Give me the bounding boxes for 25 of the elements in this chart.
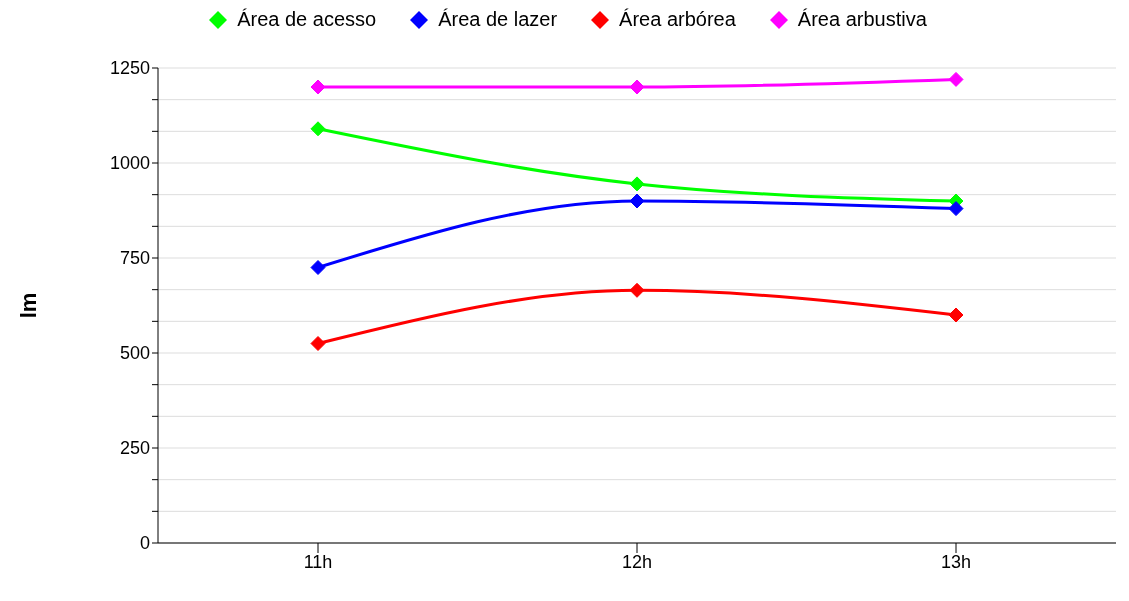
point	[310, 79, 326, 95]
point	[310, 336, 326, 351]
x-tick-label: 12h	[621, 551, 653, 572]
y-tick-label: 500	[119, 343, 150, 364]
y-tick-label: 0	[139, 533, 150, 554]
legend-label: Área arbustiva	[796, 8, 927, 31]
y-tick-label: 1250	[109, 58, 150, 79]
point	[948, 307, 964, 323]
y-tick-label: 1000	[109, 153, 150, 174]
x-tick-label: 13h	[940, 551, 972, 572]
y-axis-title: lm	[15, 292, 41, 319]
legend-label: Área arbórea	[618, 8, 736, 31]
legend-label: Área de lazer	[437, 8, 558, 31]
point	[629, 193, 645, 209]
y-tick-label: 250	[119, 438, 150, 459]
point	[629, 176, 645, 192]
y-tick-label: 750	[119, 248, 150, 269]
point	[948, 71, 964, 87]
point	[629, 79, 645, 95]
legend-label: Área de acesso	[236, 8, 377, 31]
point	[310, 260, 326, 275]
point	[629, 282, 645, 298]
point	[310, 121, 326, 137]
x-tick-label: 11h	[303, 551, 333, 572]
point	[948, 201, 964, 217]
